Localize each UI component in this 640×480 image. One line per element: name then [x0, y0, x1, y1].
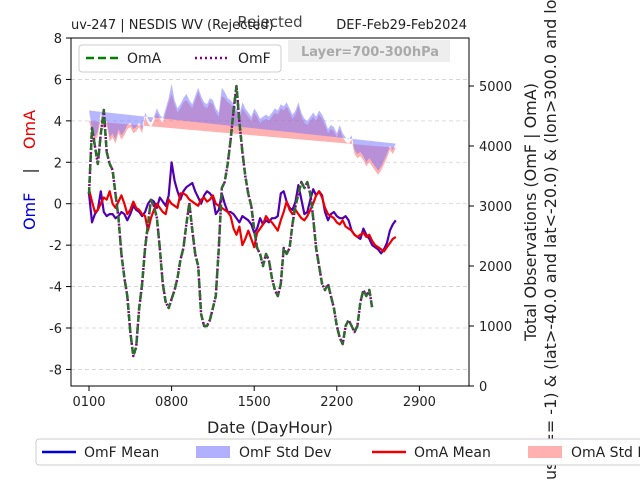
y2-tick-label-1: 1000	[479, 320, 512, 335]
legend-omf-mean-label: OmF Mean	[84, 445, 159, 461]
plot-frame	[70, 37, 470, 387]
legend-oma-label: OmA	[127, 51, 162, 67]
legend-bottom: OmF Mean OmF Std Dev OmA Mean OmA Std De…	[35, 438, 640, 466]
y2-axis-label: Total Observations (OmF | OmA)	[521, 83, 540, 342]
y-tick-label-6: 4	[54, 115, 62, 130]
y2-tick-label-0: 0	[479, 380, 487, 395]
layer-label: Layer=700-300hPa	[301, 45, 439, 60]
y2-axis-sublabel: use == -1) & (lat>-40.0 and lat<-20.0) &…	[541, 0, 560, 480]
x-tick-label-0: 0100	[72, 395, 105, 410]
y-tick-label-3: -2	[49, 239, 62, 254]
legend-omf-std-swatch	[196, 446, 230, 458]
y-tick-label-7: 6	[54, 73, 62, 88]
y-label-omf: OmF	[20, 193, 39, 230]
legend-top: OmA OmF	[78, 44, 282, 73]
title-left: uv-247 | NESDIS WV (Rejected)	[71, 18, 274, 33]
legend-oma-std-label: OmA Std Dev	[571, 445, 640, 461]
oma-mean-line	[87, 188, 397, 253]
y-tick-label-4: 0	[54, 198, 62, 213]
y-tick-label-0: -8	[49, 363, 62, 378]
x-tick-label-2: 1500	[238, 395, 271, 410]
y2-tick-label-4: 4000	[479, 140, 512, 155]
x-axis-label: Date (DayHour)	[207, 418, 333, 437]
y-axis-label: OmF | OmA	[20, 110, 39, 230]
y-tick-label-8: 8	[54, 32, 62, 47]
layer-label-box	[288, 40, 450, 62]
legend-oma-std-swatch	[528, 446, 562, 458]
y-label-oma: OmA	[20, 110, 39, 149]
legend-bottom-frame	[35, 438, 640, 466]
y-label-sep: |	[20, 168, 39, 173]
legend-top-frame	[78, 44, 282, 73]
y2-tick-label-2: 2000	[479, 260, 512, 275]
x-tick-label-4: 2900	[403, 395, 436, 410]
y-tick-label-2: -4	[49, 281, 62, 296]
std-dev-bands	[89, 83, 396, 175]
svg-text:OmF | OmA: OmF | OmA	[20, 110, 39, 230]
y2-tick-label-3: 3000	[479, 200, 512, 215]
x-tick-label-3: 2200	[320, 395, 353, 410]
title-right: DEF-Feb29-Feb2024	[336, 18, 467, 33]
oma-count-line	[87, 84, 374, 358]
legend-oma-mean-label: OmA Mean	[414, 445, 491, 461]
omf-mean-line	[87, 161, 397, 255]
y-tick-label-5: 2	[54, 156, 62, 171]
y2-tick-label-5: 5000	[479, 80, 512, 95]
y-tick-label-1: -6	[49, 322, 62, 337]
x-tick-label-1: 0800	[155, 395, 188, 410]
axis-ticks: 0100 0800 1500 2200 2900 -8 -6 -4 -2 0 2 4 6 8 0 1000 20…	[49, 32, 512, 410]
legend-omf-label: OmF	[238, 51, 271, 67]
legend-omf-std-label: OmF Std Dev	[239, 445, 332, 461]
series-lines	[87, 84, 397, 358]
title-center: Rejected	[237, 13, 302, 31]
